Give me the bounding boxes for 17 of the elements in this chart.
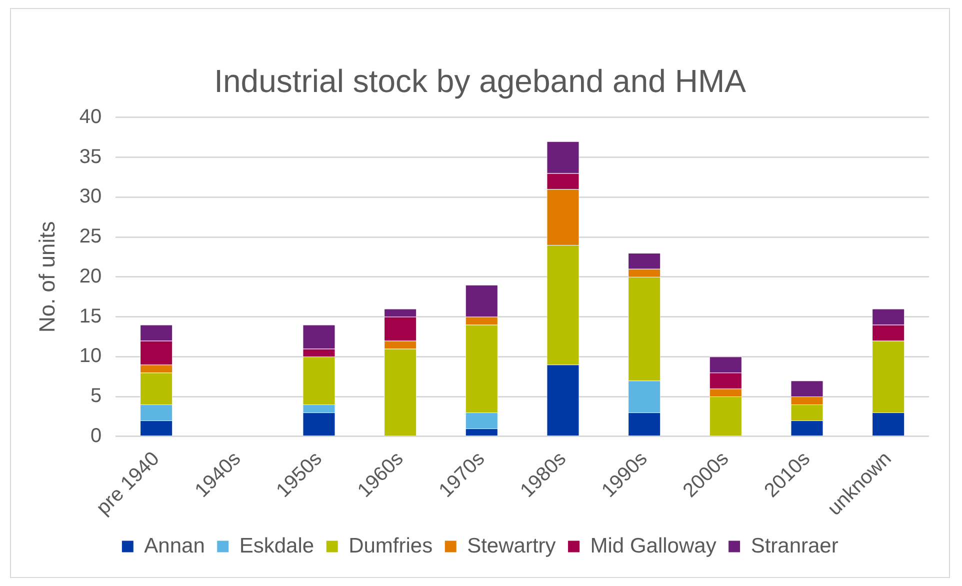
y-tick-label: 40 [79, 106, 102, 128]
y-tick-label: 35 [79, 146, 102, 168]
legend-label: Stewartry [467, 534, 556, 558]
legend-label: Dumfries [348, 534, 433, 558]
y-tick-label: 15 [79, 305, 102, 328]
y-tick-label: 20 [79, 265, 102, 288]
chart-title: Industrial stock by ageband and HMA [214, 63, 747, 100]
y-tick-label: 10 [79, 345, 102, 368]
legend-label: Mid Galloway [590, 534, 717, 558]
y-tick-label: 30 [79, 186, 102, 208]
y-tick-label: 5 [90, 385, 102, 408]
y-axis-title: No. of units [34, 221, 60, 333]
legend-label: Eskdale [239, 534, 314, 558]
y-tick-label: 25 [79, 226, 102, 248]
y-tick-label: 0 [90, 424, 102, 447]
legend-label: Annan [144, 534, 205, 558]
legend-label: Stranraer [750, 534, 838, 558]
